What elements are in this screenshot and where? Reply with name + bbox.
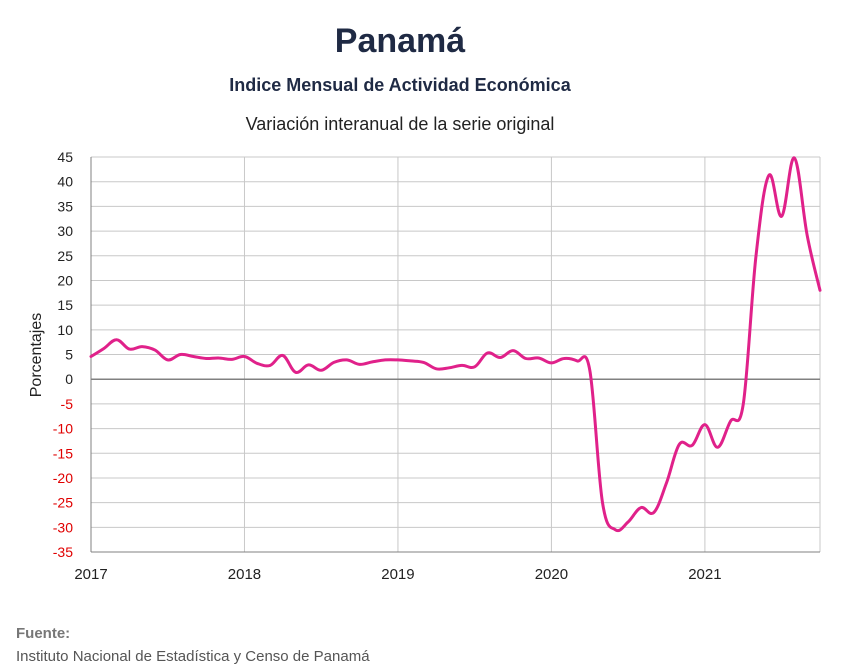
y-tick-label: 45 bbox=[57, 149, 73, 165]
y-tick-label: 5 bbox=[65, 347, 73, 363]
series-line bbox=[89, 156, 822, 533]
y-tick-label: -35 bbox=[53, 544, 73, 560]
y-tick-label: 15 bbox=[57, 297, 73, 313]
x-tick-label: 2018 bbox=[228, 566, 261, 583]
y-axis-label: Porcentajes bbox=[28, 313, 45, 398]
y-tick-label: 0 bbox=[65, 371, 73, 387]
y-tick-label: -10 bbox=[53, 421, 73, 437]
grid-lines bbox=[90, 156, 821, 553]
x-tick-label: 2021 bbox=[688, 566, 721, 583]
tick-labels: 454035302520151050-5-10-15-20-25-30-3520… bbox=[53, 149, 722, 583]
chart-subtitle: Indice Mensual de Actividad Económica bbox=[229, 75, 571, 95]
y-tick-label: 40 bbox=[57, 174, 73, 190]
chart-subtitle-secondary: Variación interanual de la serie origina… bbox=[245, 114, 555, 134]
source-label: Fuente: bbox=[16, 625, 71, 642]
x-tick-label: 2020 bbox=[535, 566, 568, 583]
y-tick-label: -25 bbox=[53, 495, 73, 511]
y-tick-label: 10 bbox=[57, 322, 73, 338]
series-group bbox=[89, 156, 822, 533]
y-tick-label: 30 bbox=[57, 223, 73, 239]
y-tick-label: -20 bbox=[53, 470, 73, 486]
x-tick-label: 2017 bbox=[74, 566, 107, 583]
y-tick-label: -30 bbox=[53, 519, 73, 535]
y-tick-label: 20 bbox=[57, 272, 73, 288]
y-tick-label: -5 bbox=[61, 396, 74, 412]
y-tick-label: 25 bbox=[57, 248, 73, 264]
chart-title: Panamá bbox=[334, 22, 466, 60]
y-tick-label: 35 bbox=[57, 198, 73, 214]
y-tick-label: -15 bbox=[53, 445, 73, 461]
source-text: Instituto Nacional de Estadística y Cens… bbox=[16, 648, 370, 665]
axes bbox=[90, 157, 820, 553]
x-tick-label: 2019 bbox=[381, 566, 414, 583]
